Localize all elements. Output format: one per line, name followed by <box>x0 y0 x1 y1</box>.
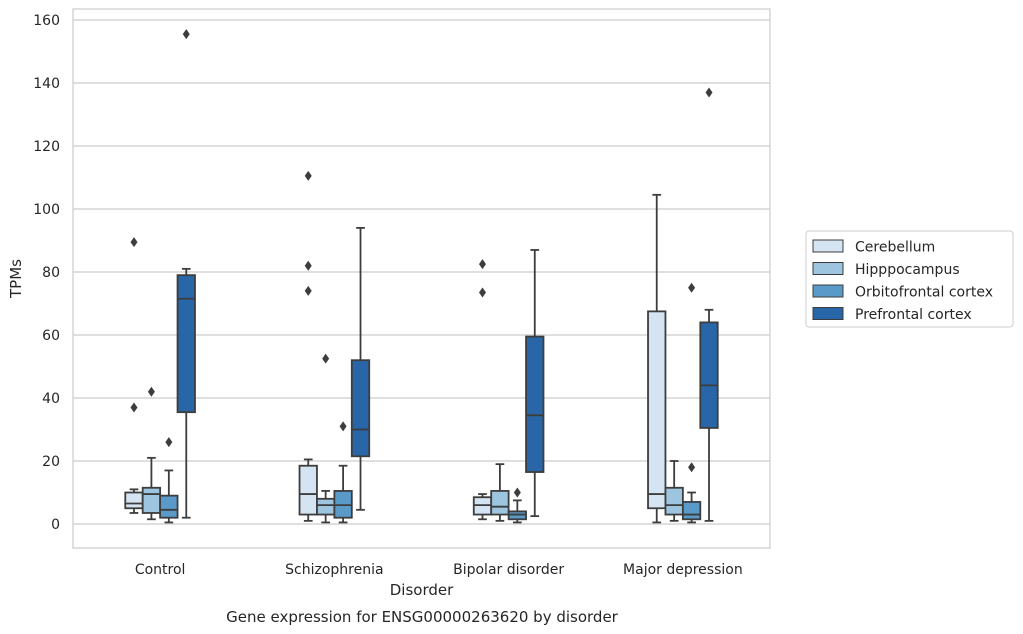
box-2-0 <box>472 259 493 521</box>
x-tick-label: Bipolar disorder <box>453 562 564 578</box>
box-groups <box>124 29 719 524</box>
y-tick-label: 0 <box>51 517 60 533</box>
legend-label: Prefrontal cortex <box>855 307 972 323</box>
legend-frame <box>805 230 1014 328</box>
outlier-point <box>304 260 312 271</box>
legend-swatch <box>812 239 844 253</box>
x-axis-title: Disorder <box>390 581 454 599</box>
y-tick-label: 40 <box>42 391 60 407</box>
outlier-point <box>165 437 173 448</box>
outlier-point <box>130 237 138 248</box>
box-iqr <box>316 497 336 516</box>
box-2-1 <box>490 463 510 522</box>
box-0-1 <box>141 386 162 521</box>
legend-label: Orbitofrontal cortex <box>855 285 993 301</box>
box-iqr <box>525 335 545 473</box>
outlier-point <box>688 282 696 293</box>
box-iqr <box>176 274 196 414</box>
y-tick-label: 80 <box>42 265 60 281</box>
box-iqr <box>681 501 702 521</box>
x-tick-label: Schizophrenia <box>285 562 383 578</box>
box-1-3 <box>350 226 371 511</box>
outlier-point <box>688 462 696 473</box>
outlier-point <box>130 402 138 413</box>
y-tick-label: 140 <box>33 76 60 92</box>
legend-item: Cerebellum <box>812 239 935 256</box>
legend-swatch <box>812 262 844 275</box>
box-1-0 <box>298 170 318 522</box>
chart-caption: Gene expression for ENSG00000263620 by d… <box>226 608 619 626</box>
legend-item: Hipppocampus <box>812 262 960 278</box>
box-0-3 <box>176 29 196 519</box>
box-2-2 <box>507 487 527 524</box>
box-iqr <box>298 464 318 516</box>
y-tick-label: 60 <box>42 328 60 344</box>
x-tick-label: Major depression <box>623 562 743 578</box>
outlier-point <box>478 259 486 270</box>
legend: Cerebellum Hipppocampus Orbitofrontal cort… <box>805 230 1014 328</box>
outlier-point <box>339 421 347 432</box>
outlier-point <box>705 87 713 98</box>
box-0-0 <box>124 237 144 514</box>
legend-item: Orbitofrontal cortex <box>812 284 993 301</box>
y-tick-label: 160 <box>33 13 60 29</box>
box-2-3 <box>525 249 545 518</box>
box-iqr <box>664 486 684 516</box>
y-axis-ticks: 0 20 40 60 80 100 120 140 160 <box>33 13 60 533</box>
box-3-0 <box>647 193 667 524</box>
legend-swatch <box>812 307 844 320</box>
box-3-1 <box>664 460 684 522</box>
outlier-point <box>304 170 312 181</box>
y-axis-title: TPMs <box>7 259 25 299</box>
box-3-3 <box>699 87 719 522</box>
box-3-2 <box>681 282 702 524</box>
box-1-2 <box>333 421 353 524</box>
box-iqr <box>647 310 667 510</box>
legend-label: Hipppocampus <box>855 262 960 278</box>
box-iqr <box>350 359 371 458</box>
legend-item: Prefrontal cortex <box>812 307 972 323</box>
outlier-point <box>147 386 155 397</box>
box-iqr <box>490 490 510 516</box>
outlier-point <box>182 29 190 40</box>
outlier-point <box>304 285 312 296</box>
box-iqr <box>699 321 719 429</box>
box-1-1 <box>316 353 336 524</box>
y-tick-label: 100 <box>33 202 60 218</box>
box-iqr <box>159 494 179 519</box>
outlier-point <box>478 287 486 298</box>
y-tick-label: 120 <box>33 139 60 155</box>
x-tick-label: Control <box>135 562 186 578</box>
legend-swatch <box>812 284 844 298</box>
legend-label: Cerebellum <box>855 240 935 256</box>
x-axis-ticks: Control Schizophrenia Bipolar disorder Majo… <box>135 562 743 578</box>
box-0-2 <box>159 437 179 524</box>
box-iqr <box>124 491 144 510</box>
outlier-point <box>322 353 330 364</box>
plot-frame <box>72 8 771 549</box>
box-iqr <box>141 486 162 514</box>
y-tick-label: 20 <box>42 454 60 470</box>
outlier-point <box>513 487 521 498</box>
